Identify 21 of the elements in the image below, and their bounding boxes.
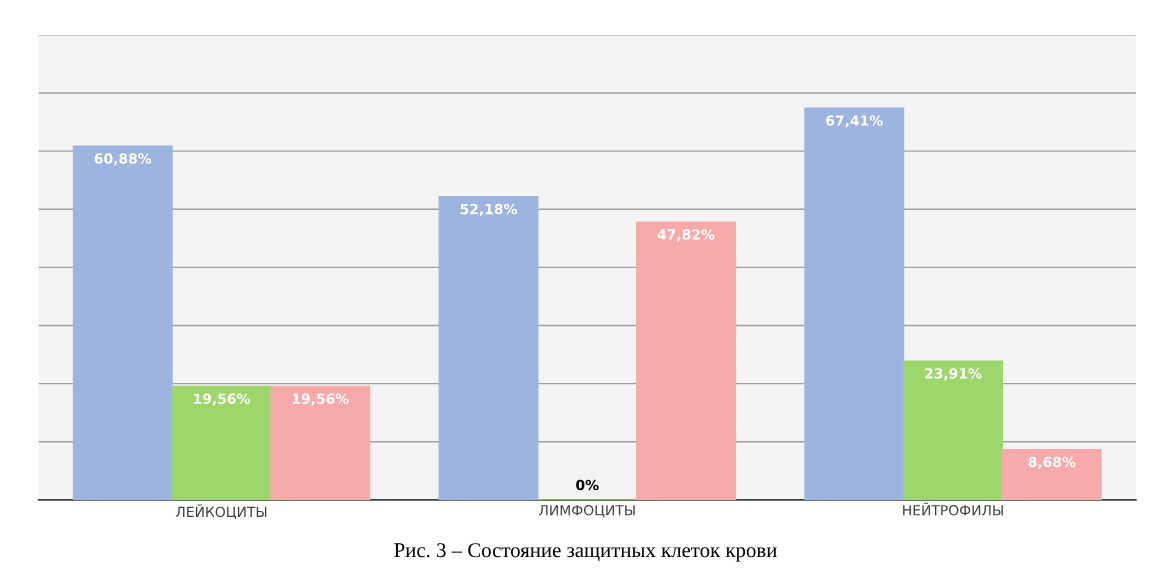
text: Рис. 3 – Состояние защитных клеток крови — [394, 543, 777, 562]
data-label: 19,56% — [194, 393, 250, 406]
bar — [636, 221, 736, 500]
data-label: 23,91% — [925, 368, 982, 381]
bar — [804, 107, 905, 500]
data-label: 47,82% — [657, 229, 715, 242]
bar — [438, 196, 539, 500]
bar — [1001, 448, 1102, 500]
x-tick-label: ЛЕЙКОЦИТЫ — [175, 504, 267, 520]
data-label: 52,18% — [460, 203, 517, 217]
bar — [270, 385, 371, 500]
data-label: 0% — [576, 479, 599, 491]
data-label: 8,68% — [1028, 456, 1076, 469]
bar — [72, 145, 173, 500]
bar — [171, 385, 272, 500]
data-label: 19,56% — [292, 393, 349, 406]
data-label: 67,41% — [826, 115, 883, 128]
data-label: 60,88% — [94, 153, 152, 166]
x-tick-label: ЛИМФОЦИТЫ — [539, 505, 635, 518]
x-tick-label: НЕЙТРОФИЛЫ — [903, 502, 1003, 516]
bar — [903, 360, 1003, 500]
